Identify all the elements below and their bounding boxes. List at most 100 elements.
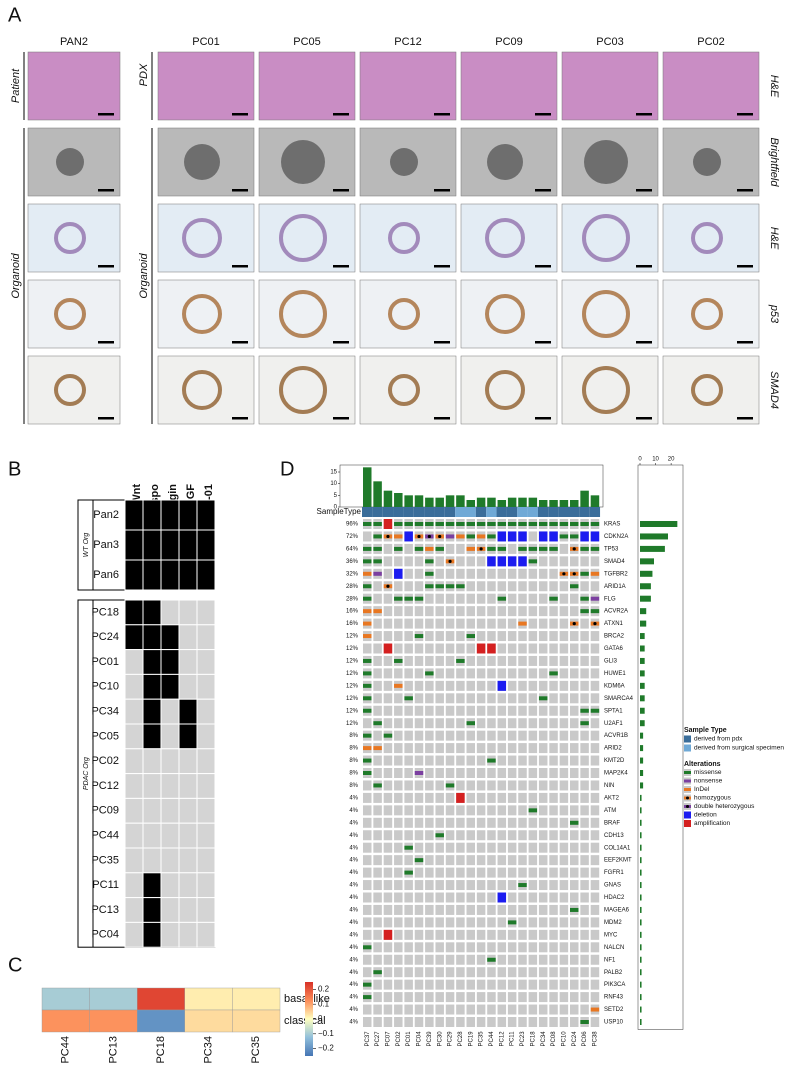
empty-cell [518,655,527,666]
empty-cell [518,979,527,990]
empty-cell [570,743,579,754]
empty-cell [445,568,455,579]
percent-label: 4% [349,870,358,876]
sample-label: PC35 [479,1031,485,1047]
alteration [373,534,382,539]
empty-cell [476,606,486,617]
empty-cell [476,842,486,853]
alteration [383,733,393,738]
alteration [538,531,548,542]
empty-cell [538,979,548,990]
empty-cell [497,954,507,965]
empty-cell [507,855,517,866]
gene-name: COL14A1 [604,845,631,851]
alteration [373,721,382,726]
tissue [54,222,86,254]
media-cell [124,748,144,775]
media-cell [178,698,198,725]
empty-cell [394,992,403,1003]
empty-cell [497,805,507,816]
empty-cell [518,992,527,1003]
gene-count-bar [640,994,642,1001]
panel-label: C [8,954,22,976]
heat-cell [41,1009,90,1033]
alteration [590,609,600,614]
empty-cell [394,668,403,679]
gene-name: NIN [604,783,614,789]
gene-name: MAP2K4 [604,771,628,777]
sample-label: PC18 [530,1031,536,1047]
empty-cell [559,618,569,629]
empty-cell [590,992,600,1003]
alteration [404,531,413,542]
empty-cell [570,792,579,803]
image-tile [662,51,760,121]
empty-cell [456,855,465,866]
empty-cell [549,1004,558,1015]
gene-name: GNAS [604,883,621,889]
empty-cell [559,556,569,567]
empty-cell [373,693,382,704]
row-name: PC35 [91,854,119,866]
empty-cell [570,631,579,642]
alteration [590,531,600,542]
empty-cell [580,817,589,828]
media-cell [160,822,180,849]
empty-cell [507,1004,517,1015]
alteration-dot [448,559,452,563]
sample-label: PC38 [593,1031,599,1047]
empty-cell [466,855,475,866]
row-label: SMAD4 [768,371,780,409]
empty-cell [497,830,507,841]
gene-count-bar [640,732,644,739]
empty-cell [528,967,538,978]
empty-cell [570,805,579,816]
tissue [182,370,222,410]
empty-cell [445,880,455,891]
alteration [373,559,382,564]
empty-cell [404,668,413,679]
empty-cell [394,917,403,928]
alteration [363,683,372,688]
percent-label: 4% [349,833,358,839]
empty-cell [518,693,527,704]
empty-cell [466,929,475,940]
alteration [590,522,600,526]
empty-cell [404,606,413,617]
media-cell [142,921,162,948]
row-name: Pan3 [93,539,119,551]
empty-cell [445,705,455,716]
empty-cell [414,643,424,654]
tissue [582,214,630,262]
empty-cell [425,855,434,866]
empty-cell [394,755,403,766]
colorbar [305,982,313,1056]
empty-cell [363,917,372,928]
empty-cell [414,892,424,903]
legend-label: missense [694,769,722,776]
sample-type-cell [424,507,435,517]
empty-cell [414,842,424,853]
empty-cell [456,929,465,940]
empty-cell [559,880,569,891]
y-tick-label: 0 [334,505,338,511]
alteration [518,522,527,526]
alteration-dot [386,534,390,539]
empty-cell [445,1004,455,1015]
empty-cell [507,618,517,629]
empty-cell [394,718,403,729]
empty-cell [549,842,558,853]
heat-cell [136,1009,185,1033]
empty-cell [570,606,579,617]
gene-name: KDM6A [604,683,625,689]
scale-bar [535,113,551,116]
alteration [456,584,465,589]
empty-cell [404,780,413,791]
column-header: PC12 [394,36,422,48]
tissue [693,148,721,176]
empty-cell [456,718,465,729]
empty-cell [394,730,403,741]
empty-cell [373,855,382,866]
empty-cell [528,643,538,654]
tissue [691,374,723,406]
